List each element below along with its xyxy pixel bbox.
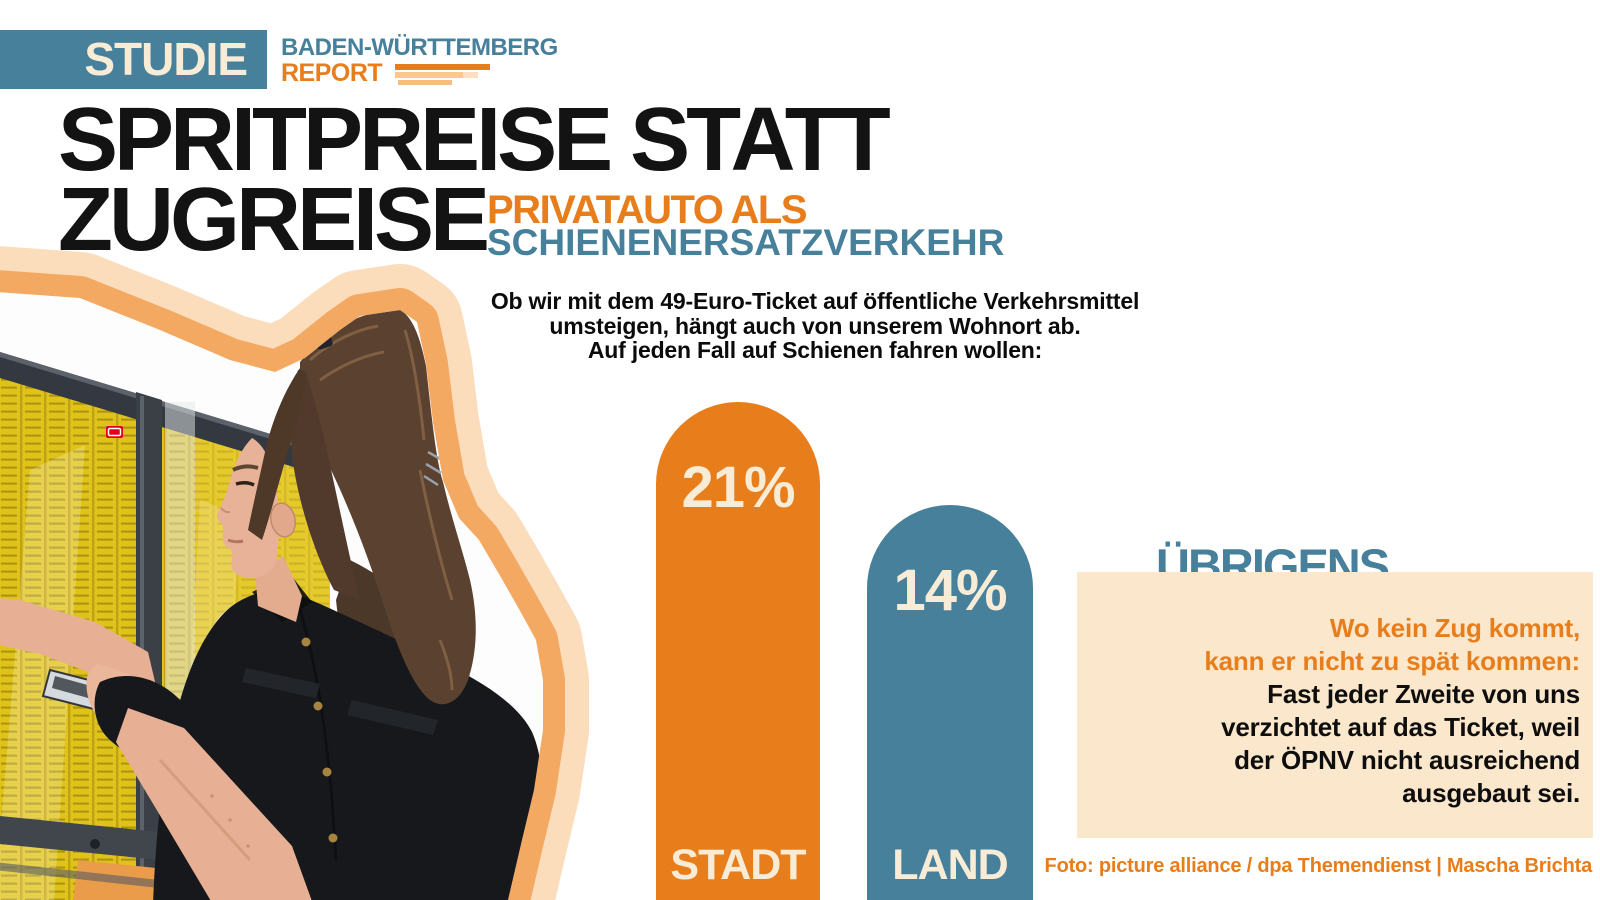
subtitle-line1: PRIVATAUTO ALS [487,188,808,232]
logo-stripe-1 [395,64,490,70]
woman-figure [0,310,543,900]
uebrigens-box: Wo kein Zug kommt, kann er nicht zu spät… [1077,572,1593,838]
db-logo [106,426,123,438]
logo-stripe-3 [398,80,452,85]
logo-stripe-2 [395,72,463,78]
bar-stadt: 21% STADT [656,402,820,900]
studie-badge: STUDIE [0,30,267,89]
subtitle-line2: SCHIENENERSATZVERKEHR [487,222,1005,263]
bar-stadt-value: 21% [681,455,795,520]
page-title-line2: ZUGREISE [58,170,490,270]
brand-logo: BADEN-WÜRTTEMBERG REPORT [281,35,601,90]
page-title: SPRITPREISE STATT ZUGREISE [58,90,891,270]
bar-land: 14% LAND [867,505,1033,900]
bar-stadt-label: STADT [670,841,806,889]
photo-content [0,288,543,900]
ear [269,502,297,538]
intro-text: Ob wir mit dem 49-Euro-Ticket auf öffent… [490,288,1140,363]
photo-credit: Foto: picture alliance / dpa Themendiens… [1044,855,1593,877]
bar-land-value: 14% [893,558,1007,623]
bar-land-label: LAND [892,841,1008,889]
woman-timetable-photo [0,246,589,900]
brand-logo-line1: BADEN-WÜRTTEMBERG [281,34,558,61]
hair [248,310,476,705]
uebrigens-highlight: Wo kein Zug kommt, kann er nicht zu spät… [1204,613,1580,676]
brand-logo-line2: REPORT [281,59,383,87]
uebrigens-body: Fast jeder Zweite von uns verzichtet auf… [1221,679,1580,808]
reaching-arm [0,592,156,686]
logo-stripe-2-tail [463,72,478,78]
page-title-line1: SPRITPREISE STATT [58,90,891,190]
